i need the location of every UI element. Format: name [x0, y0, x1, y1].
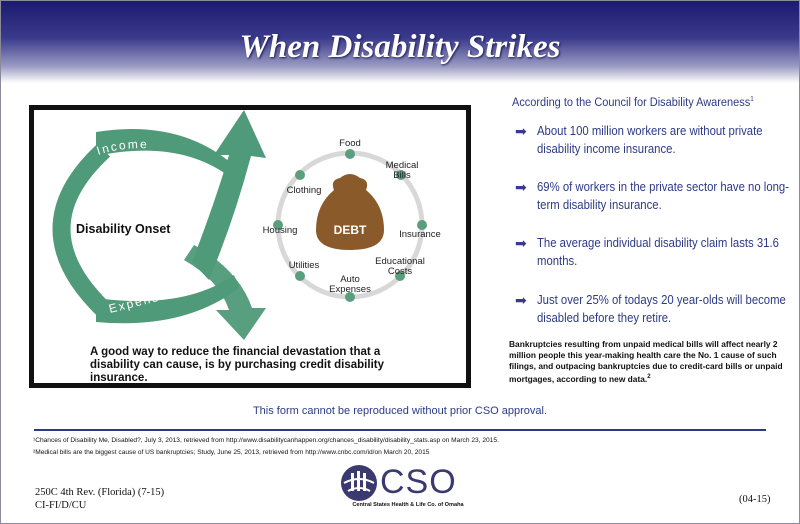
arrow-right-icon: ➡ [515, 292, 527, 308]
ring-marker [417, 220, 427, 230]
bankruptcy-ref: 2 [647, 374, 651, 380]
form-number: 250C 4th Rev. (Florida) (7-15) [35, 487, 165, 498]
divider [34, 429, 766, 431]
ring-marker [345, 149, 355, 159]
ring-markers [273, 149, 427, 302]
footnote-2: ²Medical bills are the biggest cause of … [33, 449, 430, 456]
fact-bullet: ➡ Just over 25% of todays 20 year-olds w… [515, 291, 786, 327]
item-utilities: Utilities [289, 260, 320, 271]
item-housing: Housing [263, 225, 298, 236]
bankruptcy-text: Bankruptcies resulting from unpaid medic… [509, 339, 783, 384]
debt-cycle-diagram: Income Expenses DEBT Food Medical [52, 110, 441, 340]
fact-text: The average individual disability claim … [537, 236, 779, 268]
item-auto: Auto [340, 274, 360, 285]
onset-arc [52, 143, 111, 317]
form-date-code: (04-15) [739, 494, 771, 505]
disability-onset-label: Disability Onset [76, 222, 171, 236]
ring-marker [295, 271, 305, 281]
cso-logo-subtitle: Central States Health & Life Co. of Omah… [352, 502, 464, 508]
ring-marker [345, 292, 355, 302]
arrow-right-icon: ➡ [515, 235, 527, 251]
item-medical: Medical [386, 160, 419, 171]
item-insurance: Insurance [399, 229, 441, 240]
debt-label: DEBT [334, 223, 367, 237]
illustration-caption: A good way to reduce the financial devas… [90, 346, 384, 384]
item-costs: Costs [388, 266, 413, 277]
facts-intro-text: According to the Council for Disability … [512, 95, 751, 109]
ring-marker [295, 170, 305, 180]
item-educational: Educational [375, 256, 425, 267]
footnote-1: ¹Chances of Disability Me, Disabled?, Ju… [33, 437, 499, 444]
cso-logo: CSO Central States Health & Life Co. of … [338, 463, 478, 513]
item-bills: Bills [393, 170, 411, 181]
arrow-right-icon: ➡ [515, 123, 527, 139]
fact-text: Just over 25% of todays 20 year-olds wil… [537, 293, 786, 325]
debt-bag-icon [316, 174, 384, 250]
ring-marker [395, 271, 405, 281]
ring-marker [396, 170, 406, 180]
income-up-arrow [192, 110, 266, 280]
expenses-down-arrow [184, 245, 266, 340]
facts-intro: According to the Council for Disability … [512, 95, 754, 109]
ring-marker [273, 220, 283, 230]
bankruptcy-note: Bankruptcies resulting from unpaid medic… [509, 339, 795, 385]
fact-bullet: ➡ 69% of workers in the private sector h… [515, 178, 789, 214]
header-banner [1, 1, 799, 83]
form-code: CI-FI/D/CU [35, 500, 87, 511]
item-expenses: Expenses [329, 284, 371, 295]
reproduction-notice: This form cannot be reproduced without p… [252, 405, 548, 417]
fact-bullet: ➡ About 100 million workers are without … [515, 122, 775, 158]
fact-bullet: ➡ The average individual disability clai… [515, 234, 779, 270]
fact-text: 69% of workers in the private sector hav… [537, 180, 790, 212]
cso-emblem-icon [341, 465, 377, 501]
income-arrow-band [96, 129, 239, 180]
item-food: Food [339, 138, 361, 149]
expenses-arrow-band [96, 275, 239, 324]
page-title: When Disability Strikes [239, 29, 561, 65]
facts-intro-ref: 1 [750, 95, 754, 103]
illustration-panel: Income Expenses DEBT Food Medical [29, 105, 471, 388]
arrow-right-icon: ➡ [515, 179, 527, 195]
item-clothing: Clothing [287, 185, 322, 196]
cso-logo-text: CSO [380, 463, 457, 501]
fact-text: About 100 million workers are without pr… [537, 124, 763, 156]
